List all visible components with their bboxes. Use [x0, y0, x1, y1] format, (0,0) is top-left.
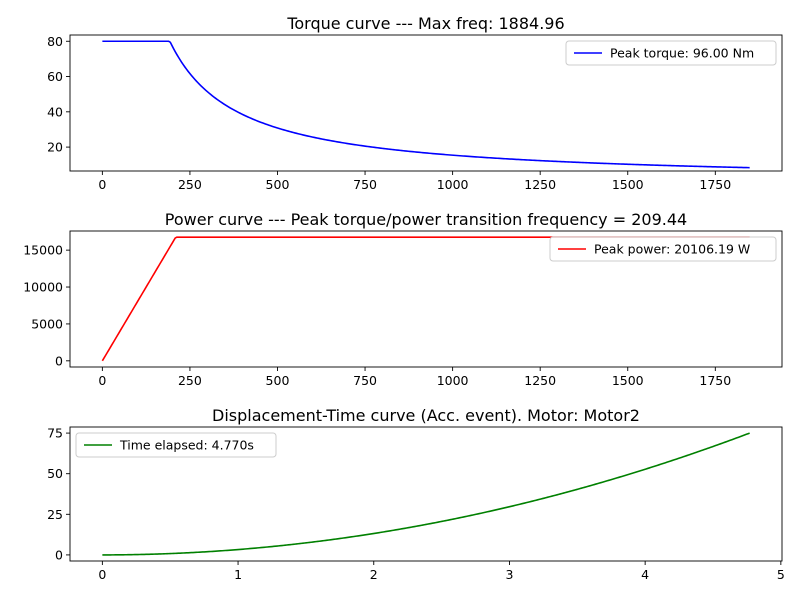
- x-tick-label: 1750: [699, 373, 731, 388]
- x-tick-label: 1750: [699, 177, 731, 192]
- x-tick-label: 0: [98, 373, 106, 388]
- y-tick-label: 0: [55, 353, 63, 368]
- axes-frame: [69, 426, 783, 562]
- legend-box: [565, 40, 777, 66]
- x-tick-label: 1000: [437, 373, 469, 388]
- y-tick-label: 15000: [23, 243, 63, 258]
- series-line: [102, 432, 750, 556]
- legend-box: [549, 236, 777, 262]
- legend: Time elapsed: 4.770s: [75, 432, 277, 458]
- chart-3: Displacement-Time curve (Acc. event). Mo…: [47, 406, 785, 582]
- x-tick-label: 5: [777, 567, 785, 582]
- chart-2: Power curve --- Peak torque/power transi…: [23, 210, 783, 388]
- y-tick-label: 10000: [23, 280, 63, 295]
- y-tick-label: 40: [47, 104, 63, 119]
- legend: Peak power: 20106.19 W: [549, 236, 777, 262]
- legend: Peak torque: 96.00 Nm: [565, 40, 777, 66]
- y-tick-label: 5000: [31, 316, 63, 331]
- chart-title: Displacement-Time curve (Acc. event). Mo…: [212, 406, 640, 425]
- series-line: [102, 40, 750, 169]
- y-tick-label: 0: [55, 547, 63, 562]
- x-tick-label: 1: [234, 567, 242, 582]
- x-tick-label: 0: [98, 567, 106, 582]
- x-tick-label: 4: [641, 567, 649, 582]
- x-tick-label: 1250: [524, 177, 556, 192]
- y-tick-label: 20: [47, 140, 63, 155]
- x-tick-label: 1000: [437, 177, 469, 192]
- chart-1: Torque curve --- Max freq: 1884.96 0 250 50…: [47, 14, 783, 192]
- x-tick-label: 500: [266, 177, 290, 192]
- y-tick-label: 50: [47, 466, 63, 481]
- x-tick-label: 750: [353, 177, 377, 192]
- x-tick-label: 250: [178, 373, 202, 388]
- y-tick-label: 80: [47, 34, 63, 49]
- y-tick-label: 75: [47, 426, 63, 441]
- x-tick-label: 0: [98, 177, 106, 192]
- chart-title: Power curve --- Peak torque/power transi…: [165, 210, 687, 229]
- y-tick-label: 60: [47, 69, 63, 84]
- axes-frame: [69, 230, 783, 368]
- axes-frame: [69, 34, 783, 172]
- x-tick-label: 1500: [612, 373, 644, 388]
- x-tick-label: 1500: [612, 177, 644, 192]
- y-tick-label: 25: [47, 507, 63, 522]
- legend-label: Peak torque: 96.00 Nm: [610, 46, 754, 61]
- chart-title: Torque curve --- Max freq: 1884.96: [286, 14, 564, 33]
- legend-label: Peak power: 20106.19 W: [594, 242, 750, 257]
- x-tick-label: 500: [266, 373, 290, 388]
- x-tick-label: 3: [505, 567, 513, 582]
- x-tick-label: 1250: [524, 373, 556, 388]
- x-tick-label: 750: [353, 373, 377, 388]
- x-tick-label: 250: [178, 177, 202, 192]
- legend-box: [75, 432, 277, 458]
- x-tick-label: 2: [370, 567, 378, 582]
- legend-label: Time elapsed: 4.770s: [119, 438, 254, 453]
